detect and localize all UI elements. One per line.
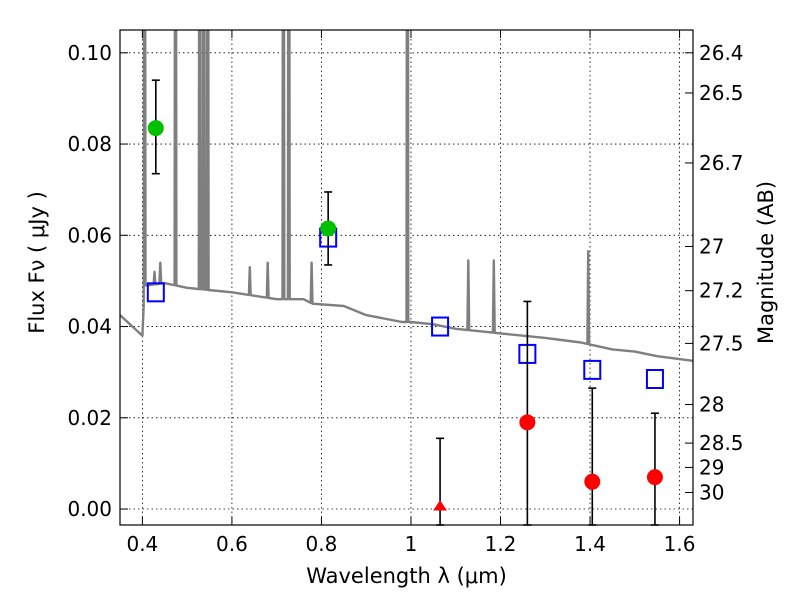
upper-limit-triangle (433, 500, 448, 511)
grid-layer (120, 30, 693, 525)
model-photometry-square (645, 369, 664, 390)
x-tick-label: 1.2 (485, 532, 517, 556)
x-tick-label: 0.8 (306, 532, 338, 556)
x-tick-label: 1.6 (664, 532, 696, 556)
y-tick-label: 0.00 (67, 497, 112, 521)
y-tick-label: 0.04 (67, 315, 112, 339)
magnitude-tick-label: 27.2 (699, 279, 744, 303)
y-tick-label: 0.02 (67, 406, 112, 430)
model-photometry-square (431, 316, 450, 337)
y-tick-label: 0.10 (67, 41, 112, 65)
x-tick-label: 0.4 (126, 532, 158, 556)
spectrum-line (120, 30, 693, 362)
magnitude-tick-label: 29 (699, 455, 724, 479)
magnitude-tick-label: 30 (699, 480, 724, 504)
y-axis-ticks: 0.00 0.02 0.04 0.06 0.08 0.10 (67, 41, 128, 521)
y-tick-label: 0.06 (67, 223, 112, 247)
magnitude-tick-label: 27 (699, 235, 724, 259)
x-axis-label: Wavelength λ (μm) (306, 564, 507, 588)
magnitude-tick-label: 28 (699, 393, 724, 417)
model-photometry-square (583, 359, 602, 380)
x-axis-ticks: 0.4 0.6 0.8 1 1.2 1.4 1.6 (126, 30, 695, 556)
model-spectrum (120, 30, 693, 362)
observed-point (147, 120, 164, 137)
model-photometry-square (146, 282, 165, 303)
x-tick-label: 1 (405, 532, 418, 556)
observed-point (646, 469, 663, 486)
plot-frame (119, 29, 694, 526)
y-tick-label: 0.08 (67, 132, 112, 156)
data-points (146, 79, 664, 526)
magnitude-tick-label: 26.7 (699, 151, 744, 175)
magnitude-tick-label: 26.4 (699, 41, 744, 65)
observed-point (584, 473, 601, 490)
magnitude-axis-label: Magnitude (AB) (754, 181, 778, 344)
magnitude-tick-label: 28.5 (699, 431, 744, 455)
x-tick-label: 1.4 (574, 532, 606, 556)
magnitude-tick-label: 26.5 (699, 81, 744, 105)
x-tick-label: 0.6 (216, 532, 248, 556)
magnitude-tick-label: 27.5 (699, 331, 744, 355)
observed-point (320, 220, 337, 237)
y-axis-label: Flux Fν ( μJy ) (25, 191, 49, 334)
observed-point (519, 414, 536, 431)
